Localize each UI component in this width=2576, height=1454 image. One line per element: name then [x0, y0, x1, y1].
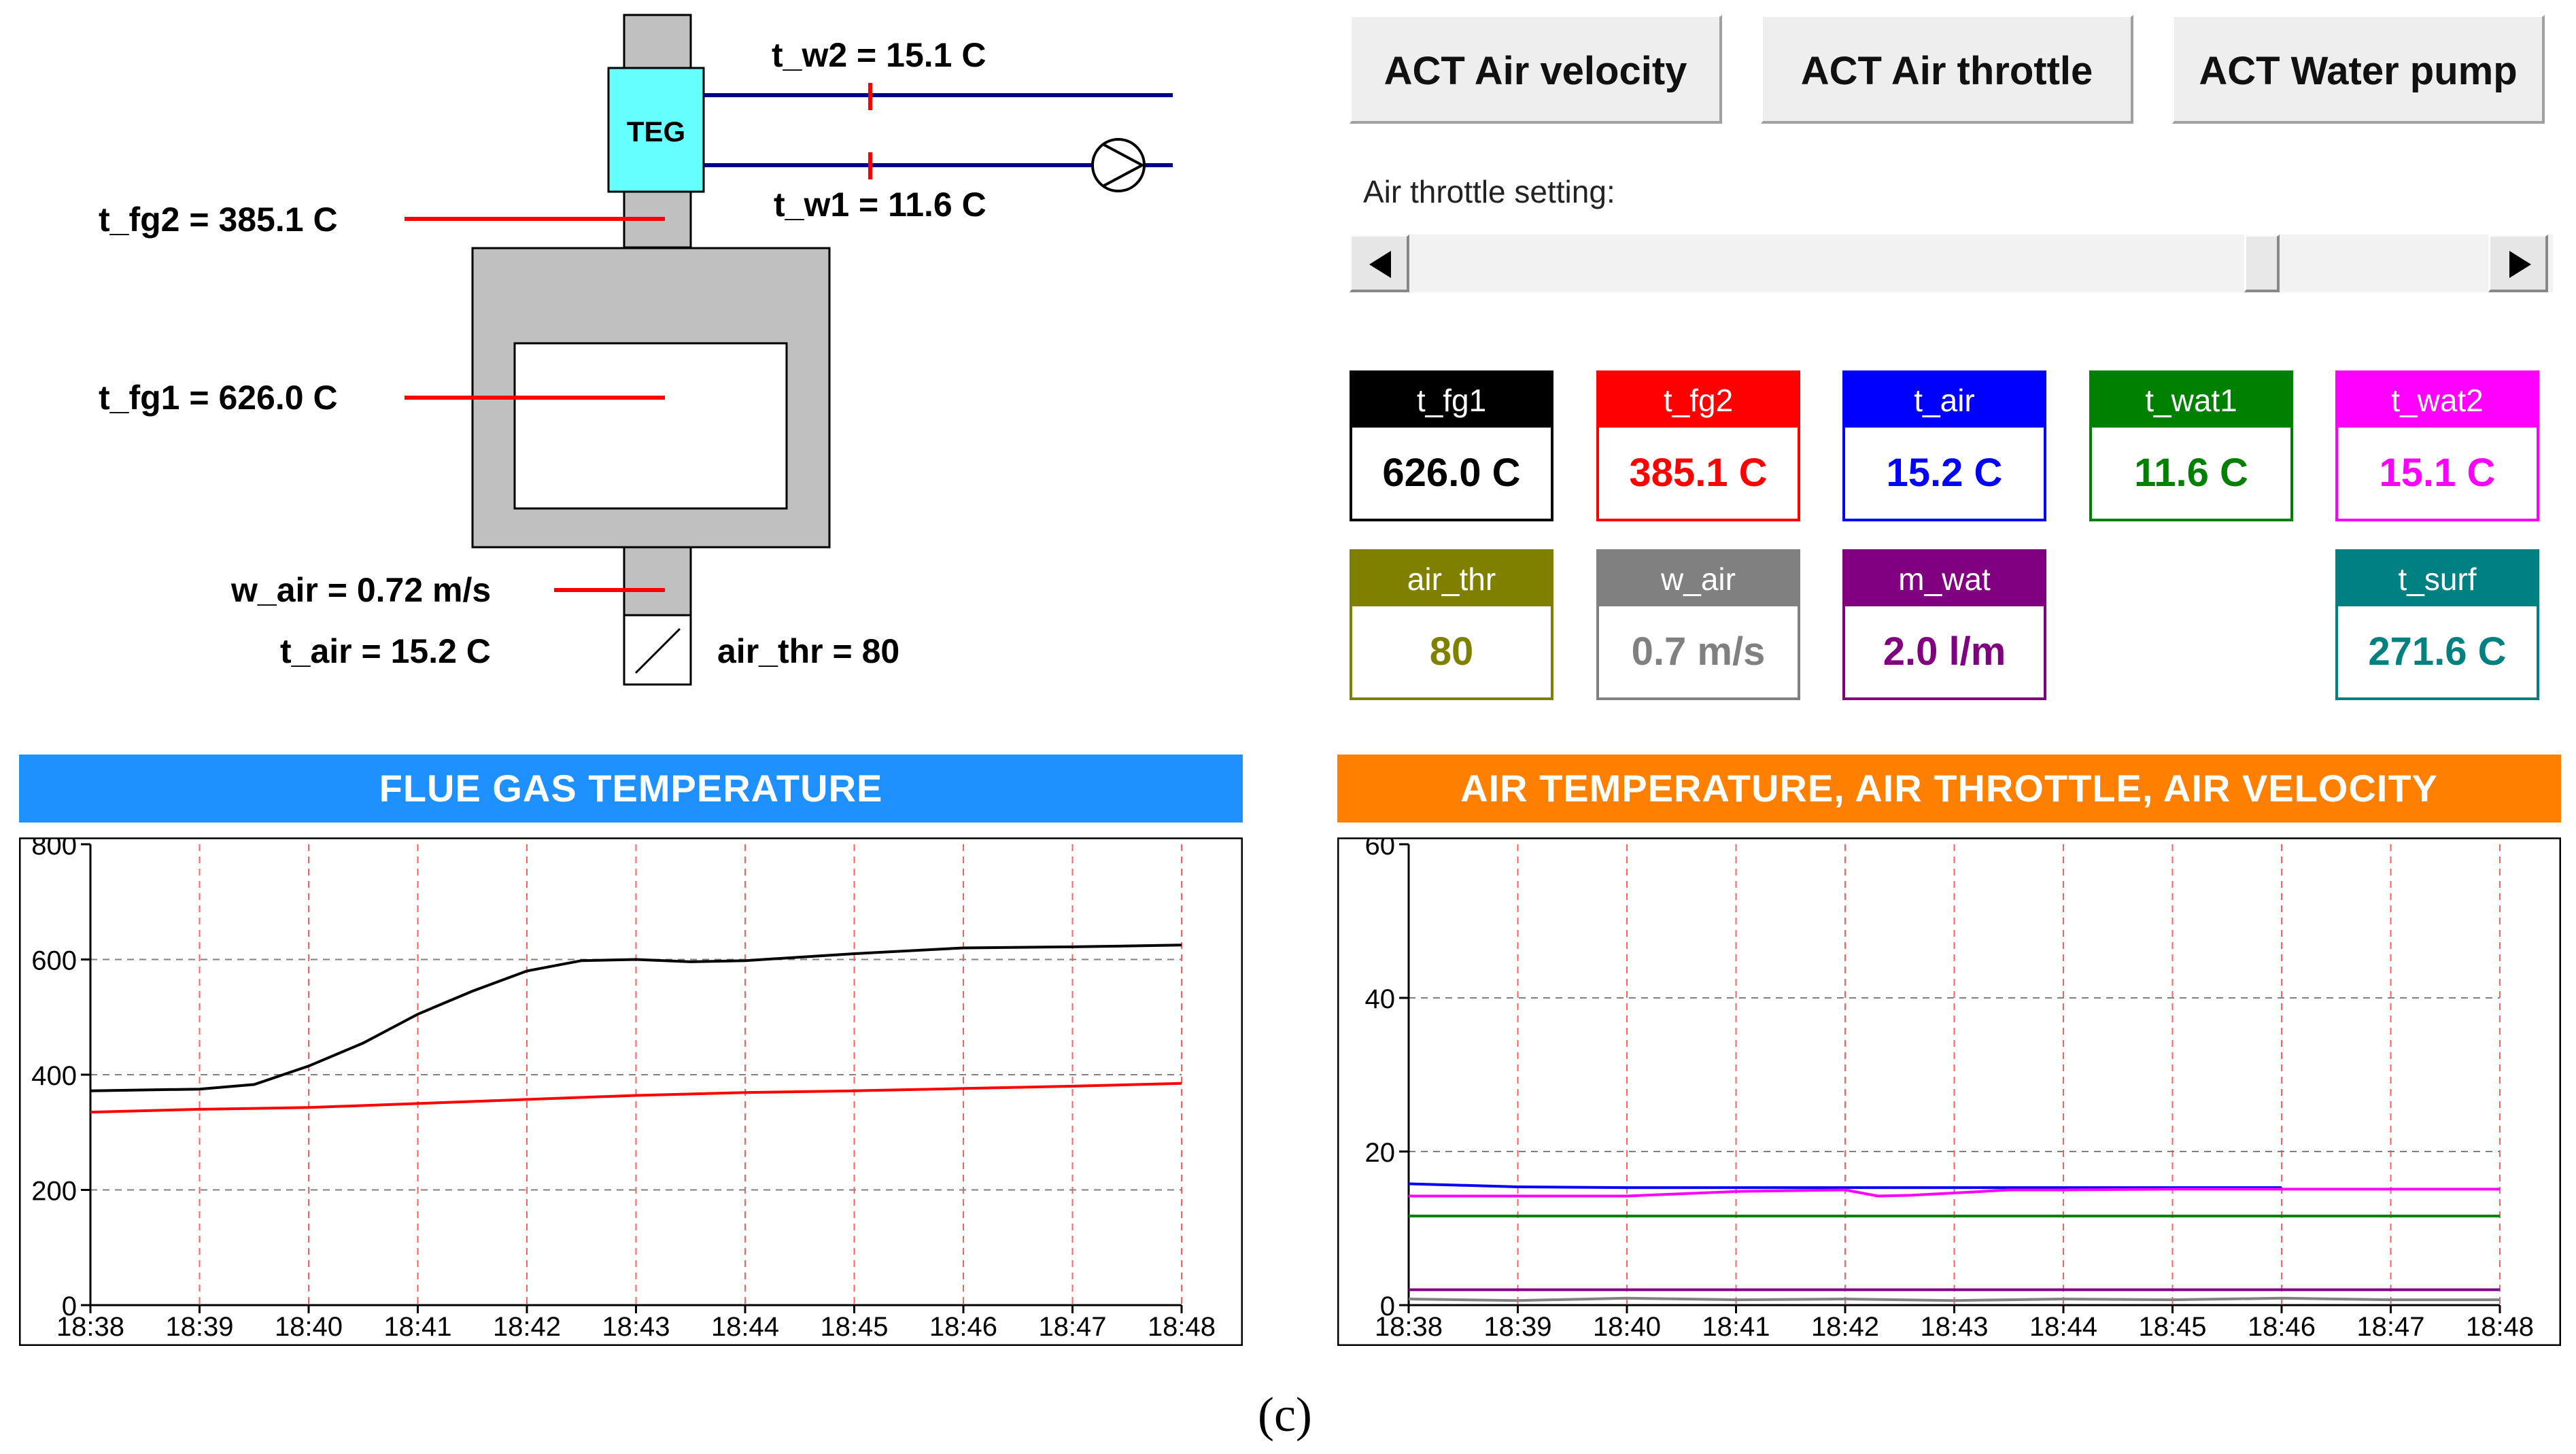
x-tick-label: 18:42	[493, 1312, 561, 1342]
value-box-header: m_wat	[1845, 552, 2044, 606]
x-tick-label: 18:45	[2138, 1312, 2206, 1342]
series-line-t-air	[1408, 1182, 2282, 1190]
stack-top	[623, 14, 692, 71]
x-tick-label: 18:43	[602, 1312, 670, 1342]
value-box-value: 80	[1429, 629, 1474, 674]
chart-frame	[1337, 837, 2561, 1346]
x-tick-label: 18:43	[1920, 1312, 1988, 1342]
value-box-header: t_surf	[2338, 552, 2537, 606]
x-tick-label: 18:44	[711, 1312, 779, 1342]
arrow-left-icon	[1369, 251, 1391, 278]
x-tick-label: 18:38	[1375, 1312, 1443, 1342]
slider-right-arrow-button[interactable]	[2488, 235, 2548, 292]
teg-block[interactable]	[607, 67, 705, 193]
value-box-value: 0.7 m/s	[1631, 629, 1766, 674]
air-thr-label: air_thr = 80	[717, 632, 899, 670]
value-box-t-wat2: t_wat2 15.1 C	[2335, 370, 2539, 521]
y-tick-label: 400	[31, 1061, 77, 1091]
x-tick-label: 18:38	[56, 1312, 124, 1342]
combustion-chamber	[513, 342, 788, 510]
value-box-w-air: w_air 0.7 m/s	[1596, 549, 1800, 700]
stack-bottom	[623, 546, 692, 617]
value-box-header: air_thr	[1352, 552, 1551, 606]
x-tick-label: 18:48	[1148, 1312, 1216, 1342]
t-fg2-label: t_fg2 = 385.1 C	[99, 201, 338, 239]
x-tick-label: 18:41	[1702, 1312, 1770, 1342]
value-box-value: 2.0 l/m	[1883, 629, 2006, 674]
y-tick-label: 0	[62, 1292, 77, 1321]
flue-gas-chart: 0 200 400 600 800 18:38 18:39 18:40 18:41 18:42 18…	[19, 837, 1243, 1346]
value-box-value: 385.1 C	[1629, 451, 1768, 495]
x-tick-label: 18:39	[165, 1312, 233, 1342]
y-tick-label: 600	[31, 946, 77, 976]
act-air-throttle-button[interactable]: ACT Air throttle	[1761, 15, 2133, 124]
x-tick-label: 18:47	[2356, 1312, 2424, 1342]
value-box-t-surf: t_surf 271.6 C	[2335, 549, 2539, 700]
figure-caption: (c)	[1258, 1387, 1312, 1442]
slider-left-arrow-button[interactable]	[1350, 235, 1409, 292]
value-box-value: 271.6 C	[2368, 629, 2507, 674]
series-line-t-wat2	[1409, 1188, 2500, 1198]
t-w2-label: t_w2 = 15.1 C	[772, 36, 986, 74]
y-tick-label: 0	[1380, 1292, 1395, 1321]
value-box-t-air: t_air 15.2 C	[1842, 370, 2046, 521]
y-tick-label: 20	[1365, 1138, 1396, 1168]
value-box-header: t_fg2	[1599, 373, 1798, 428]
value-box-t-wat1: t_wat1 11.6 C	[2089, 370, 2293, 521]
value-box-header: t_air	[1845, 373, 2044, 428]
x-tick-label: 18:40	[275, 1312, 343, 1342]
value-box-air-thr: air_thr 80	[1350, 549, 1553, 700]
y-tick-label: 800	[31, 837, 77, 861]
air-panel-title: AIR TEMPERATURE, AIR THROTTLE, AIR VELOC…	[1337, 755, 2561, 823]
x-tick-label: 18:42	[1811, 1312, 1879, 1342]
x-tick-label: 18:39	[1483, 1312, 1551, 1342]
value-box-header: t_wat2	[2338, 373, 2537, 428]
series-line-t-fg1	[90, 944, 1182, 1092]
x-tick-label: 18:46	[2248, 1312, 2316, 1342]
air-chart: 0 20 40 60 18:38 18:39 18:40 18:41 18:42 18:43 18:…	[1337, 837, 2561, 1346]
x-tick-label: 18:45	[820, 1312, 888, 1342]
y-tick-label: 60	[1365, 837, 1396, 861]
value-box-t-fg1: t_fg1 626.0 C	[1350, 370, 1553, 521]
value-box-value: 15.1 C	[2379, 451, 2496, 495]
act-water-pump-button[interactable]: ACT Water pump	[2172, 15, 2545, 124]
x-tick-label: 18:48	[2466, 1312, 2534, 1342]
air-throttle-valve-icon[interactable]	[623, 614, 692, 686]
t-fg1-label: t_fg1 = 626.0 C	[99, 379, 338, 417]
value-box-value: 11.6 C	[2134, 451, 2248, 495]
water-pump-icon[interactable]	[1091, 138, 1146, 192]
t-air-label: t_air = 15.2 C	[280, 632, 491, 670]
value-box-value: 626.0 C	[1382, 451, 1521, 495]
flue-gas-panel-title: FLUE GAS TEMPERATURE	[19, 755, 1243, 823]
w-air-label: w_air = 0.72 m/s	[230, 571, 491, 609]
y-tick-label: 40	[1365, 984, 1396, 1014]
series-line-w-air	[1408, 1296, 2500, 1302]
value-box-header: t_wat1	[2092, 373, 2290, 428]
air-throttle-slider-thumb[interactable]	[2244, 235, 2280, 292]
air-throttle-slider-track[interactable]	[1350, 235, 2553, 292]
series-line-t-fg2	[90, 1081, 1182, 1114]
x-tick-label: 18:41	[383, 1312, 451, 1342]
value-box-value: 15.2 C	[1886, 451, 2003, 495]
value-box-header: t_fg1	[1352, 373, 1551, 428]
x-tick-label: 18:44	[2029, 1312, 2097, 1342]
teg-label: TEG	[627, 116, 685, 148]
process-diagram: TEG t_w2 = 15.1 C t_w1 = 11.6 C t_fg2 = …	[99, 14, 1173, 686]
x-tick-label: 18:40	[1593, 1312, 1661, 1342]
value-box-t-fg2: t_fg2 385.1 C	[1596, 370, 1800, 521]
y-tick-label: 200	[31, 1177, 77, 1207]
act-air-velocity-button[interactable]: ACT Air velocity	[1350, 15, 1722, 124]
x-tick-label: 18:47	[1038, 1312, 1106, 1342]
arrow-right-icon	[2509, 251, 2531, 278]
chart-frame	[19, 837, 1243, 1346]
t-w1-label: t_w1 = 11.6 C	[774, 186, 986, 224]
value-box-m-wat: m_wat 2.0 l/m	[1842, 549, 2046, 700]
value-box-header: w_air	[1599, 552, 1798, 606]
air-throttle-slider-label: Air throttle setting:	[1363, 174, 1615, 209]
x-tick-label: 18:46	[929, 1312, 997, 1342]
